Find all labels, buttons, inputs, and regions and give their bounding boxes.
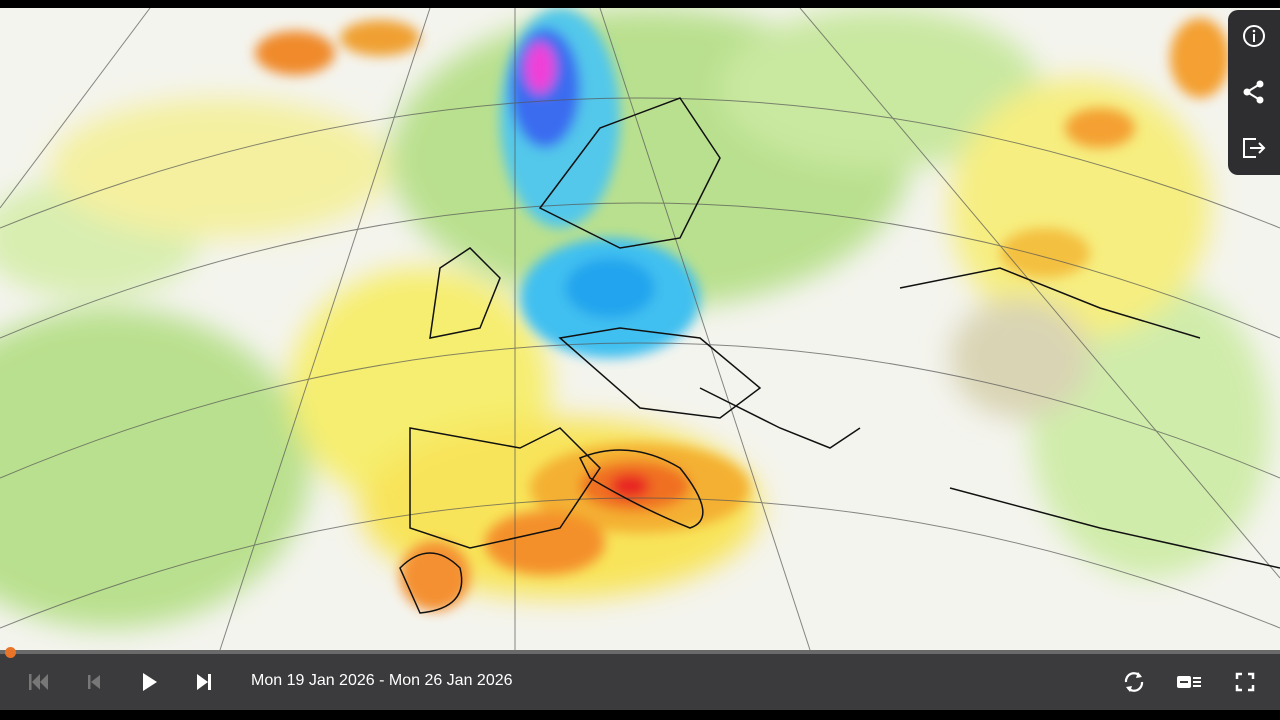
- next-frame-button[interactable]: [188, 666, 220, 698]
- first-frame-button[interactable]: [22, 666, 54, 698]
- previous-frame-button[interactable]: [78, 666, 110, 698]
- share-button[interactable]: [1240, 78, 1268, 106]
- legend-button[interactable]: [1173, 666, 1205, 698]
- side-toolbar: [1228, 10, 1280, 175]
- progress-track[interactable]: [0, 650, 1280, 654]
- play-button[interactable]: [133, 666, 165, 698]
- loop-button[interactable]: [1118, 666, 1150, 698]
- player-bar: [0, 650, 1280, 710]
- info-button[interactable]: [1240, 22, 1268, 50]
- fullscreen-button[interactable]: [1229, 666, 1261, 698]
- progress-knob[interactable]: [5, 647, 16, 658]
- date-range: Mon 19 Jan 2026 - Mon 26 Jan 2026: [251, 672, 513, 689]
- anomaly-map: [0, 8, 1280, 650]
- export-button[interactable]: [1240, 134, 1268, 162]
